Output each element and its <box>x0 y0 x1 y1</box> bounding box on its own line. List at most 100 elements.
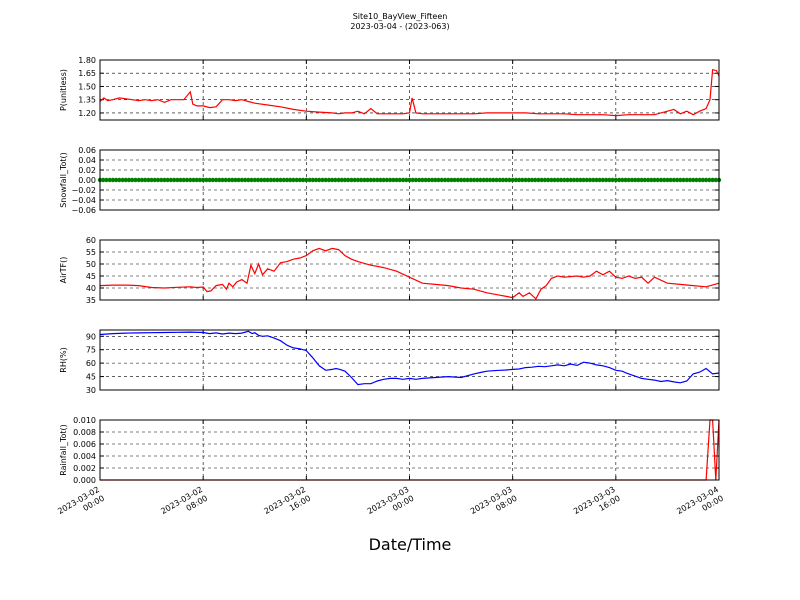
y-tick-label: 0.002 <box>73 464 96 473</box>
data-point <box>191 177 196 183</box>
data-point <box>104 177 109 183</box>
data-point <box>426 177 431 183</box>
y-tick-label: 75 <box>86 346 96 355</box>
y-tick-label: 60 <box>86 359 96 368</box>
y-tick-label: 0.008 <box>73 428 96 437</box>
data-point <box>552 177 557 183</box>
y-tick-label: −0.02 <box>71 186 96 195</box>
data-point <box>671 177 677 183</box>
data-point <box>581 177 586 183</box>
data-point <box>384 177 390 183</box>
panels-group: 1.201.351.501.651.80P(unitless)−0.06−0.0… <box>59 56 722 485</box>
data-point <box>368 177 373 183</box>
data-point <box>703 177 709 183</box>
data-point <box>230 177 235 183</box>
data-point <box>172 177 177 183</box>
data-point <box>629 177 635 183</box>
panel-p: 1.20 1.35 1.50 1.65 1.80 P(unitless) <box>59 56 720 121</box>
data-point <box>633 177 638 183</box>
y-tick-label: 45 <box>86 373 96 382</box>
data-point <box>455 177 461 183</box>
data-point <box>700 177 706 183</box>
data-point <box>626 177 631 183</box>
data-point <box>378 177 383 183</box>
data-point <box>265 177 270 183</box>
data-point <box>113 177 119 183</box>
data-point <box>436 177 441 183</box>
x-tick-label: 2023-03-0400:00 <box>675 485 725 525</box>
data-point <box>268 177 274 183</box>
data-point <box>549 177 554 183</box>
data-point <box>478 177 483 183</box>
data-point <box>497 177 502 183</box>
data-point <box>278 177 283 183</box>
data-point <box>623 177 628 183</box>
chart-subtitle: 2023-03-04 - (2023-063) <box>350 22 449 31</box>
data-point <box>194 177 199 183</box>
data-point <box>210 177 215 183</box>
data-point <box>333 177 338 183</box>
data-point <box>346 177 351 183</box>
y-tick-label: 0.004 <box>73 452 96 461</box>
data-point <box>291 177 296 183</box>
y-tick-label: −0.06 <box>71 206 96 215</box>
data-point <box>678 177 683 183</box>
data-point <box>574 177 580 183</box>
y-tick-label: 0.006 <box>73 440 96 449</box>
series-line-p <box>99 68 720 117</box>
data-point <box>533 177 538 183</box>
y-tick-label: 1.65 <box>78 69 96 78</box>
data-point <box>101 177 106 183</box>
panel-frame <box>99 59 720 121</box>
data-point <box>184 177 190 183</box>
y-tick-label: 0.04 <box>78 156 96 165</box>
y-axis-label: RH(%) <box>59 347 68 372</box>
data-point <box>323 177 328 183</box>
data-point <box>242 177 248 183</box>
data-point <box>710 177 715 183</box>
data-point <box>691 177 696 183</box>
data-point <box>600 177 606 183</box>
data-point <box>458 177 464 183</box>
panel-rainfall: 0.000 0.002 0.004 0.006 0.008 0.010 Rainfall_T… <box>59 416 720 485</box>
data-point <box>471 177 477 183</box>
y-tick-label: −0.04 <box>71 196 96 205</box>
series-line-airtf <box>99 247 720 300</box>
data-point <box>529 177 535 183</box>
data-point <box>394 177 399 183</box>
data-point <box>404 177 409 183</box>
data-point <box>439 177 444 183</box>
x-axis-label: Date/Time <box>369 535 452 554</box>
data-point <box>475 177 480 183</box>
y-tick-label: 0.02 <box>78 166 96 175</box>
data-point <box>523 177 528 183</box>
data-point <box>204 177 209 183</box>
data-point <box>313 177 319 183</box>
data-point <box>336 177 341 183</box>
data-point <box>168 177 174 183</box>
data-point <box>510 177 515 183</box>
data-point <box>130 177 135 183</box>
data-point <box>610 177 615 183</box>
y-tick-label: 1.20 <box>78 109 96 118</box>
data-point <box>429 177 435 183</box>
data-point <box>642 177 647 183</box>
data-point <box>649 177 654 183</box>
data-point <box>142 177 148 183</box>
data-point <box>433 177 438 183</box>
data-point <box>339 177 344 183</box>
data-point <box>391 177 396 183</box>
data-point <box>665 177 670 183</box>
data-point <box>487 177 493 183</box>
data-point <box>452 177 457 183</box>
y-tick-label: 60 <box>86 236 96 245</box>
panel-frame <box>99 149 720 211</box>
data-point <box>149 177 154 183</box>
data-point <box>107 177 112 183</box>
data-point <box>681 177 686 183</box>
data-point <box>407 177 412 183</box>
data-point <box>636 177 641 183</box>
y-tick-label: 50 <box>86 260 96 269</box>
data-point <box>146 177 151 183</box>
